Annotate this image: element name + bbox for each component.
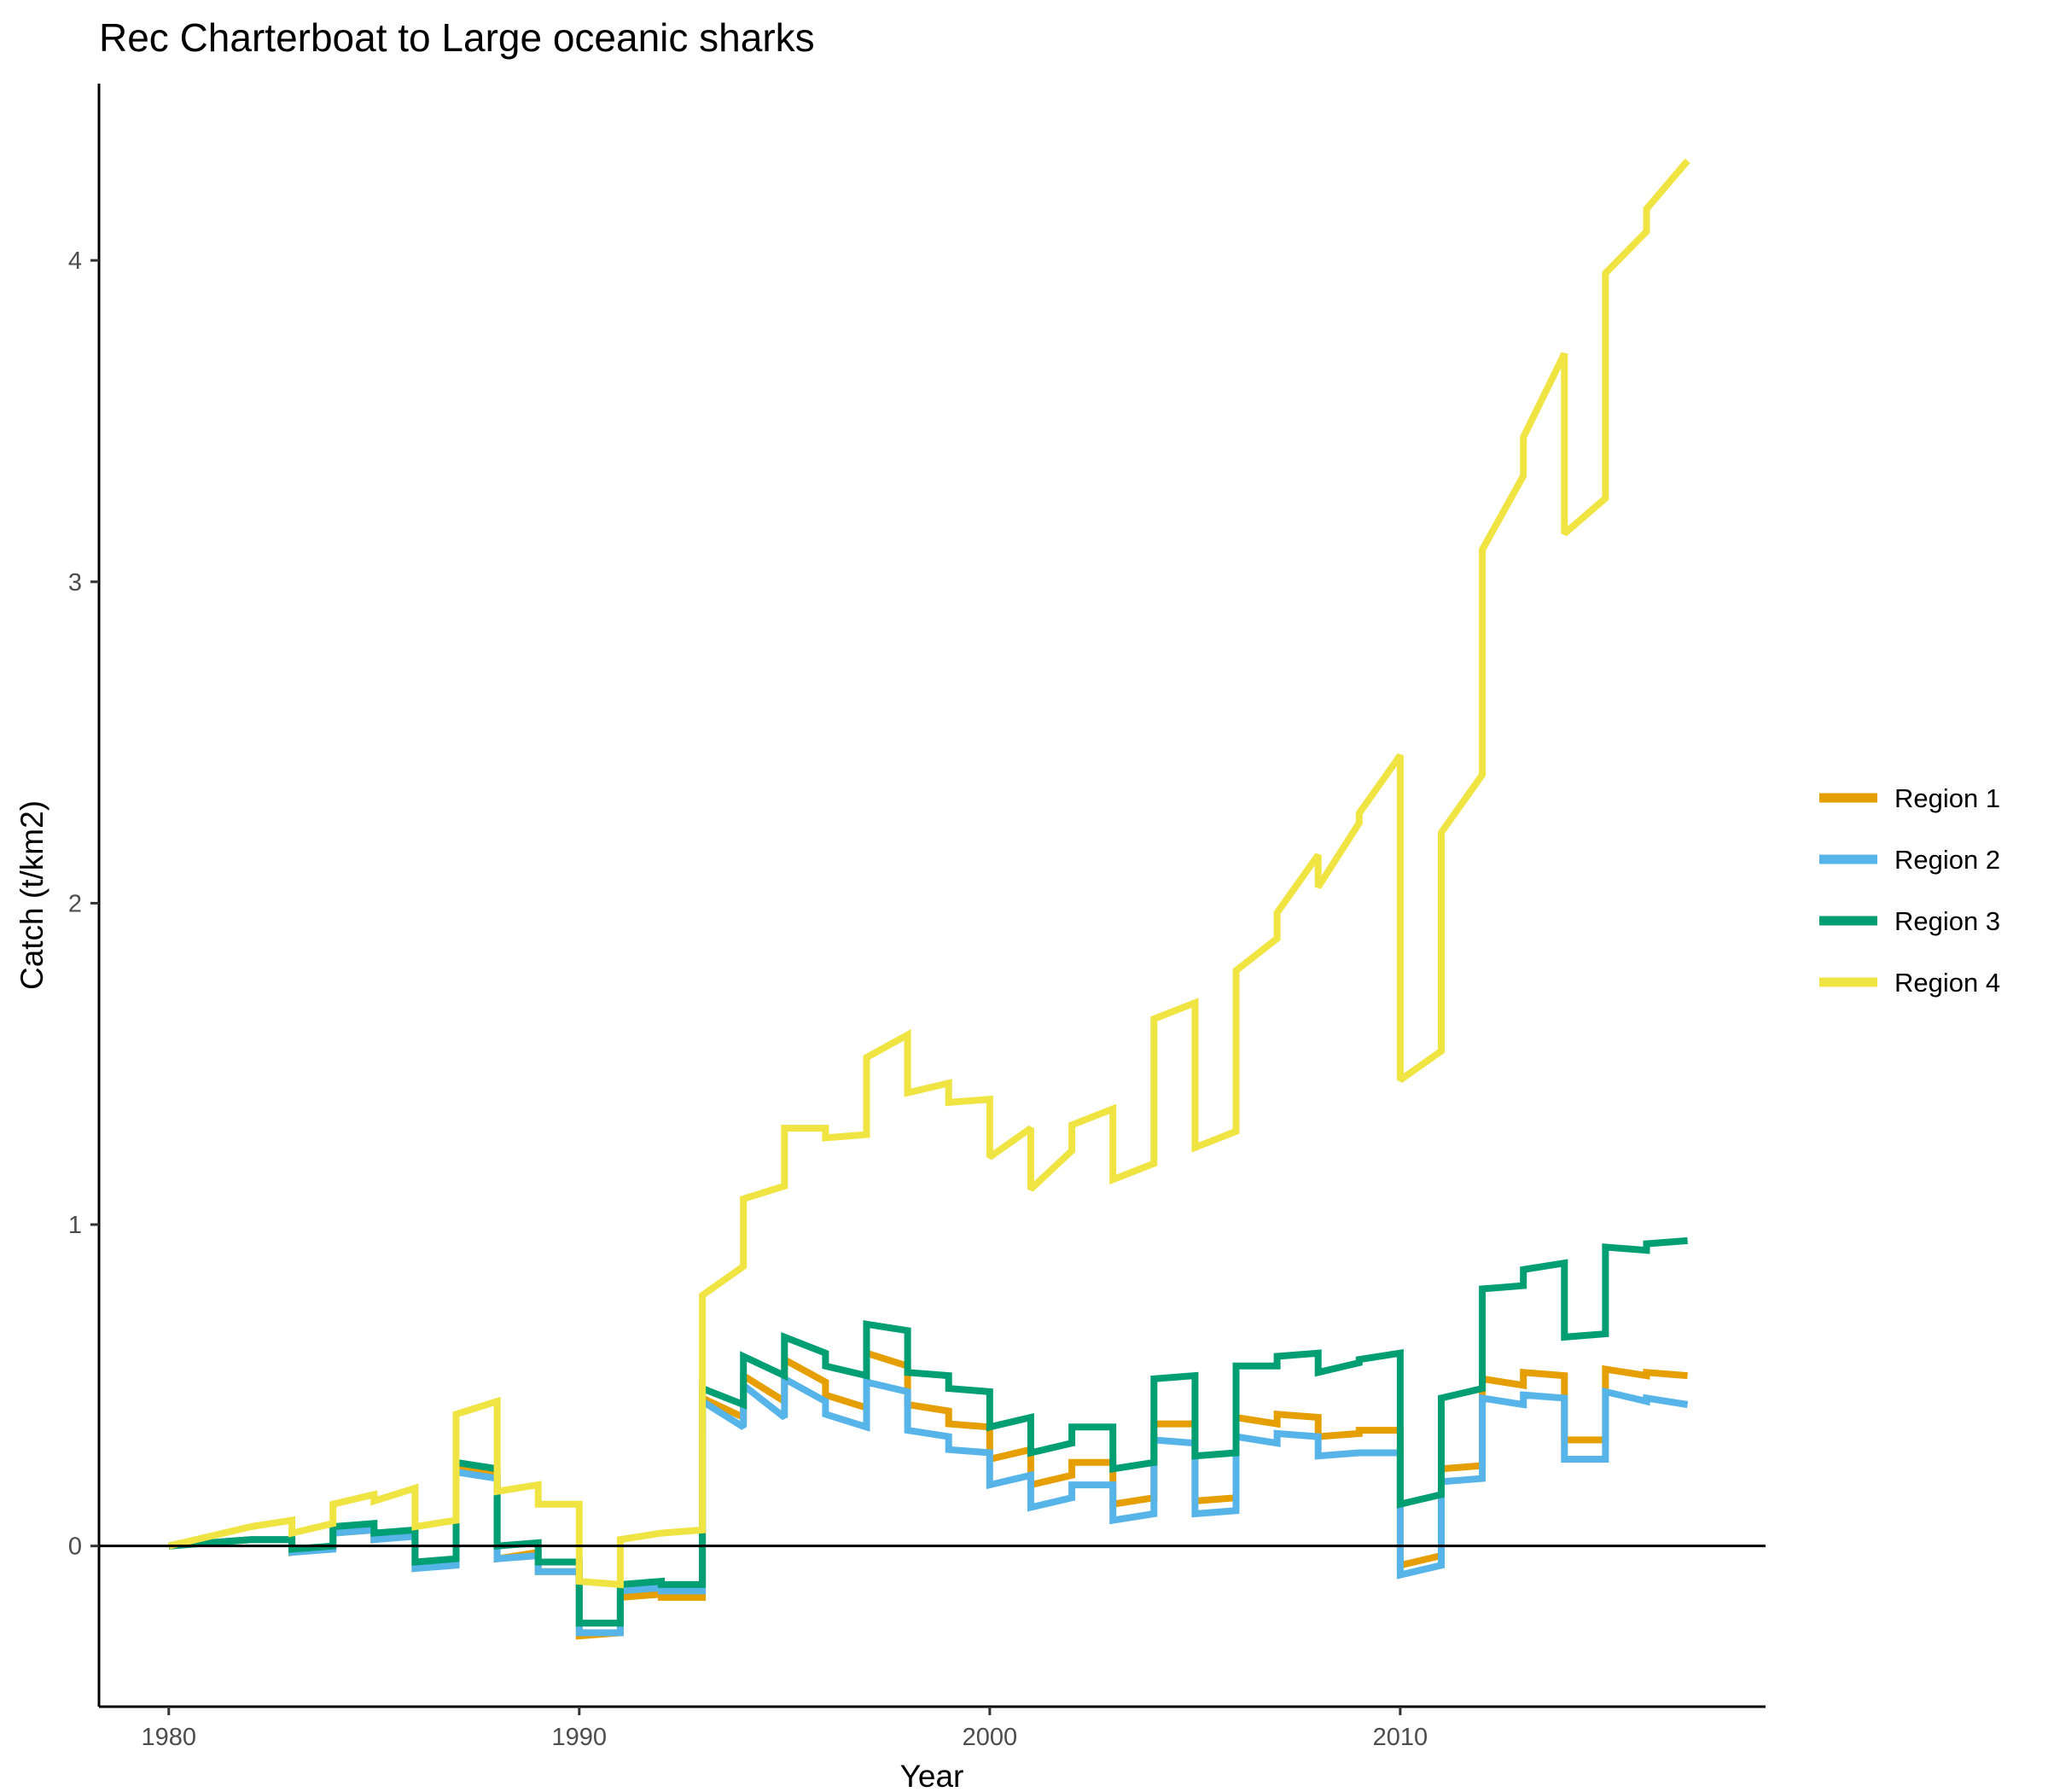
series-line-region-4 <box>167 158 1690 1589</box>
y-tick-label: 1 <box>68 1212 82 1239</box>
x-axis-title: Year <box>900 1759 964 1792</box>
x-ticks: 1980 1990 2000 2010 <box>142 1707 1428 1751</box>
x-tick-label: 2010 <box>1373 1724 1428 1751</box>
series-layer <box>167 158 1690 1640</box>
y-tick-label: 3 <box>68 569 82 596</box>
y-axis-title: Catch (t/km2) <box>15 800 49 990</box>
y-ticks: 0 1 2 3 4 <box>68 247 99 1561</box>
legend-label-region-3: Region 3 <box>1894 906 2000 936</box>
x-tick-label: 1980 <box>142 1724 197 1751</box>
legend-label-region-1: Region 1 <box>1894 783 2000 813</box>
legend: Region 1 Region 2 Region 3 Region 4 <box>1819 783 2000 998</box>
x-tick-label: 2000 <box>963 1724 1018 1751</box>
y-tick-label: 4 <box>68 247 82 275</box>
x-tick-label: 1990 <box>552 1724 608 1751</box>
legend-label-region-2: Region 2 <box>1894 845 2000 875</box>
y-tick-label: 2 <box>68 890 82 917</box>
y-tick-label: 0 <box>68 1533 82 1561</box>
chart-title: Rec Charterboat to Large oceanic sharks <box>99 15 815 60</box>
legend-label-region-4: Region 4 <box>1894 968 2000 998</box>
